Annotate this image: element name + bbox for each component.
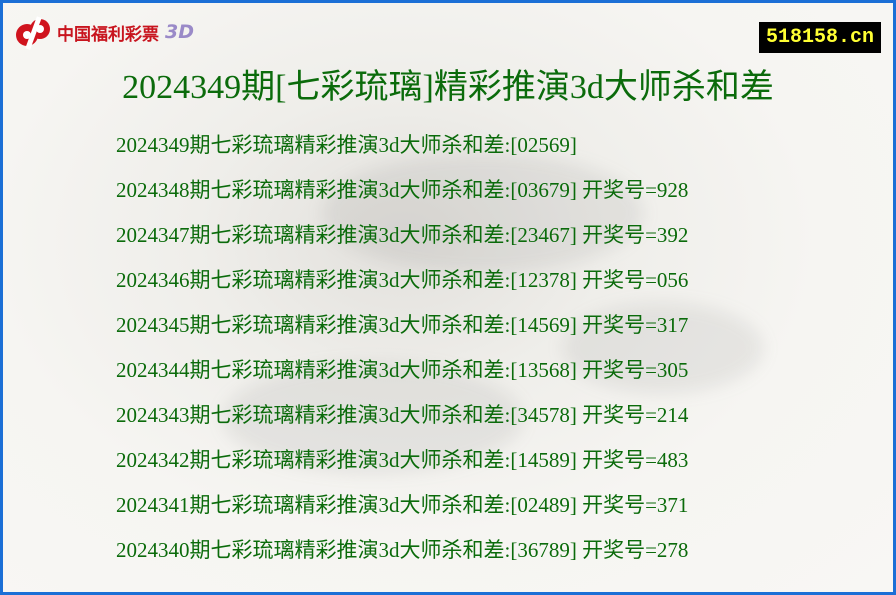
list-item: 2024341期七彩琉璃精彩推演3d大师杀和差:[02489] 开奖号=371 — [116, 493, 689, 517]
lottery-logo: 中国福利彩票 3D — [13, 13, 194, 51]
page-title: 2024349期[七彩琉璃]精彩推演3d大师杀和差 — [122, 69, 774, 106]
ink-painting-background — [223, 363, 523, 473]
logo-3d: 3D — [165, 21, 194, 43]
list-item: 2024343期七彩琉璃精彩推演3d大师杀和差:[34578] 开奖号=214 — [116, 403, 689, 427]
list-item: 2024340期七彩琉璃精彩推演3d大师杀和差:[36789] 开奖号=278 — [116, 538, 689, 562]
ink-painting-background — [563, 303, 763, 393]
prediction-list: 2024349期七彩琉璃精彩推演3d大师杀和差:[02569] 2024348期… — [116, 131, 688, 581]
list-item: 2024345期七彩琉璃精彩推演3d大师杀和差:[14569] 开奖号=317 — [116, 313, 689, 337]
list-item: 2024348期七彩琉璃精彩推演3d大师杀和差:[03679] 开奖号=928 — [116, 178, 689, 202]
list-item: 2024346期七彩琉璃精彩推演3d大师杀和差:[12378] 开奖号=056 — [116, 268, 689, 292]
list-item: 2024342期七彩琉璃精彩推演3d大师杀和差:[14589] 开奖号=483 — [116, 448, 689, 472]
ink-painting-background — [323, 153, 643, 273]
site-badge[interactable]: 518158.cn — [758, 22, 881, 53]
logo-text: 中国福利彩票 — [57, 24, 159, 45]
list-item: 2024349期七彩琉璃精彩推演3d大师杀和差:[02569] — [116, 133, 577, 157]
list-item: 2024344期七彩琉璃精彩推演3d大师杀和差:[13568] 开奖号=305 — [116, 358, 689, 382]
welfare-lottery-logo-icon — [16, 16, 50, 51]
list-item: 2024347期七彩琉璃精彩推演3d大师杀和差:[23467] 开奖号=392 — [116, 223, 689, 247]
